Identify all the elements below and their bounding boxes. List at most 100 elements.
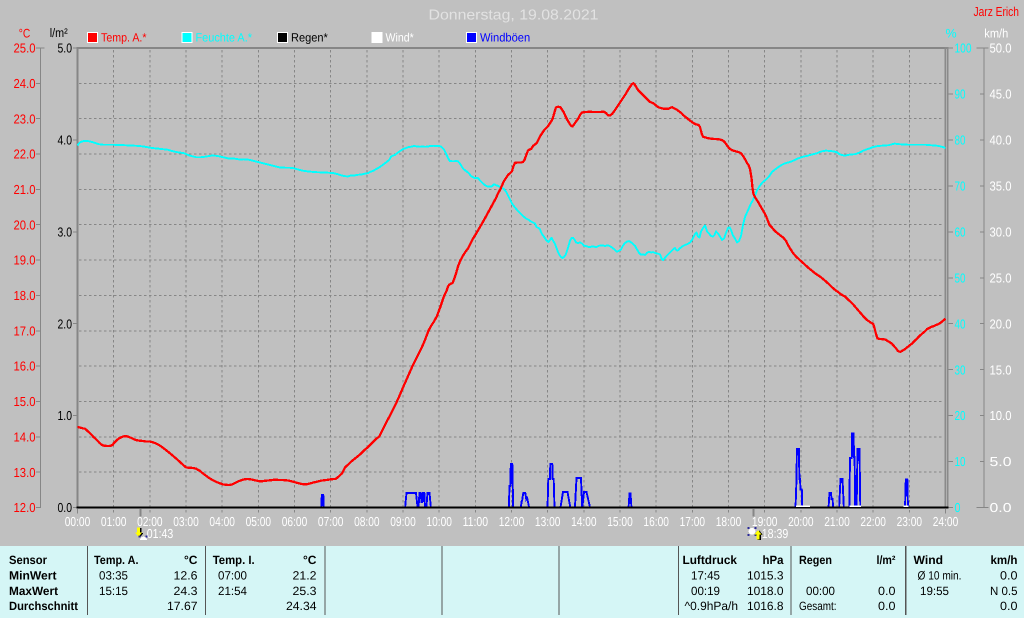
svg-text:20:00: 20:00: [788, 514, 814, 529]
svg-text:hPa: hPa: [763, 553, 784, 567]
svg-text:21:54: 21:54: [218, 584, 247, 598]
svg-text:18:00: 18:00: [716, 514, 742, 529]
svg-text:N 0.5: N 0.5: [990, 584, 1018, 598]
svg-text:03:00: 03:00: [173, 514, 199, 529]
svg-text:17:00: 17:00: [680, 514, 706, 529]
svg-text:21:00: 21:00: [824, 514, 850, 529]
svg-text:Windböen: Windböen: [480, 31, 530, 45]
svg-text:1015.3: 1015.3: [747, 569, 784, 583]
svg-text:12.6: 12.6: [174, 569, 198, 583]
svg-text:%: %: [945, 26, 956, 40]
svg-text:07:00: 07:00: [218, 569, 247, 583]
svg-text:Ø 10 min.: Ø 10 min.: [918, 569, 962, 583]
svg-text:10: 10: [955, 454, 966, 469]
svg-text:Temp. A.*: Temp. A.*: [101, 31, 147, 45]
svg-text:19:55: 19:55: [920, 584, 949, 598]
svg-text:Jarz Erich: Jarz Erich: [974, 4, 1020, 19]
svg-text:18.0: 18.0: [14, 288, 36, 303]
svg-text:13:00: 13:00: [535, 514, 561, 529]
svg-text:km/h: km/h: [991, 553, 1018, 567]
svg-text:0.0: 0.0: [1000, 599, 1018, 613]
svg-text:15:15: 15:15: [99, 584, 128, 598]
svg-text:Temp. I.: Temp. I.: [213, 553, 255, 567]
svg-text:40: 40: [955, 316, 966, 331]
svg-text:l/m²: l/m²: [877, 553, 896, 567]
svg-text:Sensor: Sensor: [9, 553, 47, 567]
svg-text:50.0: 50.0: [990, 41, 1012, 56]
svg-text:17:45: 17:45: [691, 569, 720, 583]
svg-text:100: 100: [955, 41, 972, 56]
svg-text:30: 30: [955, 362, 966, 377]
svg-text:30.0: 30.0: [990, 224, 1012, 239]
svg-text:03:35: 03:35: [99, 569, 128, 583]
svg-text:11:00: 11:00: [463, 514, 489, 529]
svg-text:17.67: 17.67: [167, 599, 198, 613]
svg-text:05:00: 05:00: [246, 514, 272, 529]
svg-text:40.0: 40.0: [990, 133, 1012, 148]
svg-text:l/m²: l/m²: [50, 26, 68, 40]
svg-text:Donnerstag, 19.08.2021: Donnerstag, 19.08.2021: [429, 7, 599, 23]
svg-text:90: 90: [955, 87, 966, 102]
svg-text:24:00: 24:00: [933, 514, 959, 529]
svg-text:20: 20: [955, 408, 966, 423]
svg-text:24.0: 24.0: [14, 76, 36, 91]
svg-text:21.2: 21.2: [293, 569, 317, 583]
svg-text:Wind*: Wind*: [386, 31, 414, 45]
svg-text:15.0: 15.0: [990, 362, 1012, 377]
svg-text:60: 60: [955, 224, 966, 239]
svg-text:°C: °C: [303, 553, 317, 567]
svg-text:Regen*: Regen*: [291, 31, 328, 45]
svg-text:MinWert: MinWert: [9, 569, 57, 583]
svg-text:0: 0: [955, 500, 961, 515]
svg-text:19.0: 19.0: [14, 253, 36, 268]
svg-text:06:00: 06:00: [282, 514, 308, 529]
svg-text:24.34: 24.34: [286, 599, 317, 613]
svg-text:02:00: 02:00: [137, 514, 163, 529]
svg-text:01:43: 01:43: [147, 526, 174, 541]
svg-text:^0.9hPa/h: ^0.9hPa/h: [685, 599, 739, 613]
svg-text:01:00: 01:00: [101, 514, 127, 529]
svg-text:5.0: 5.0: [990, 454, 1012, 469]
svg-text:20.0: 20.0: [990, 316, 1012, 331]
svg-text:00:00: 00:00: [806, 584, 835, 598]
svg-text:Temp. A.: Temp. A.: [94, 553, 139, 567]
svg-text:°C: °C: [19, 26, 31, 40]
svg-text:23.0: 23.0: [14, 111, 36, 126]
svg-text:0.0: 0.0: [990, 500, 1012, 515]
svg-text:Regen: Regen: [799, 553, 832, 567]
svg-text:23:00: 23:00: [897, 514, 923, 529]
svg-text:Durchschnitt: Durchschnitt: [9, 599, 78, 613]
svg-text:10.0: 10.0: [990, 408, 1012, 423]
svg-text:Wind: Wind: [914, 553, 944, 567]
svg-text:04:00: 04:00: [209, 514, 235, 529]
svg-text:09:00: 09:00: [390, 514, 416, 529]
svg-text:19:00: 19:00: [752, 514, 778, 529]
svg-text:24.3: 24.3: [174, 584, 198, 598]
svg-text:14:00: 14:00: [571, 514, 597, 529]
svg-text:0.0: 0.0: [878, 584, 896, 598]
svg-text:Gesamt:: Gesamt:: [799, 599, 837, 613]
svg-text:08:00: 08:00: [354, 514, 380, 529]
svg-text:45.0: 45.0: [990, 87, 1012, 102]
svg-text:16:00: 16:00: [643, 514, 669, 529]
svg-text:12.0: 12.0: [14, 500, 36, 515]
svg-text:1.0: 1.0: [58, 408, 73, 423]
svg-text:12:00: 12:00: [499, 514, 525, 529]
svg-text:25.0: 25.0: [990, 270, 1012, 285]
svg-text:80: 80: [955, 133, 966, 148]
svg-text:14.0: 14.0: [14, 429, 36, 444]
svg-text:15.0: 15.0: [14, 394, 36, 409]
svg-text:10:00: 10:00: [426, 514, 452, 529]
svg-text:3.0: 3.0: [58, 224, 73, 239]
svg-text:1016.8: 1016.8: [747, 599, 784, 613]
svg-text:35.0: 35.0: [990, 178, 1012, 193]
svg-text:25.3: 25.3: [293, 584, 317, 598]
svg-text:13.0: 13.0: [14, 465, 36, 480]
svg-text:17.0: 17.0: [14, 323, 36, 338]
svg-text:00:00: 00:00: [65, 514, 91, 529]
svg-text:07:00: 07:00: [318, 514, 344, 529]
svg-text:21.0: 21.0: [14, 182, 36, 197]
svg-text:18:39: 18:39: [762, 526, 789, 541]
svg-text:Feuchte A.*: Feuchte A.*: [196, 31, 253, 45]
svg-text:°C: °C: [184, 553, 198, 567]
